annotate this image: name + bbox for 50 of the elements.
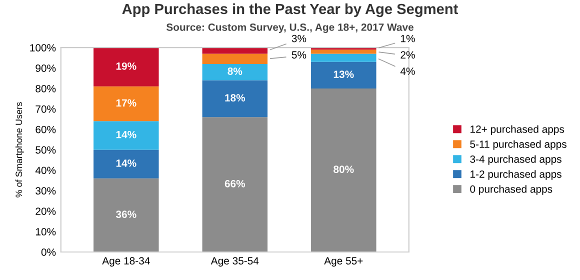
chart-subtitle: Source: Custom Survey, U.S., Age 18+, 2017 Wave (166, 24, 414, 34)
x-tick-label: Age 18-34 (102, 257, 150, 267)
bar (202, 64, 268, 80)
chart-title: App Purchases in the Past Year by Age Segment (122, 3, 458, 18)
bar (94, 48, 159, 86)
y-tick-label: 30% (36, 187, 56, 195)
x-tick-label: Age 55+ (324, 257, 363, 267)
data-label: 13% (334, 70, 354, 78)
data-label: 66% (224, 180, 246, 188)
data-label: 3% (292, 34, 306, 42)
bar (311, 88, 376, 252)
legend-label: 1-2 purchased apps (470, 170, 562, 180)
x-tick-label: Age 35-54 (210, 257, 259, 267)
bar (202, 54, 268, 64)
bar (94, 86, 159, 122)
legend-label: 12+ purchased apps (470, 125, 564, 135)
y-tick-label: 90% (36, 64, 56, 72)
bar (94, 121, 159, 150)
data-label: 2% (400, 51, 415, 59)
data-label: 8% (228, 68, 242, 75)
data-label: 17% (116, 99, 136, 107)
y-tick-label: 70% (36, 105, 56, 113)
data-label: 18% (225, 94, 246, 102)
y-axis-title: % of Smartphone Users (15, 102, 24, 198)
data-label: 5% (292, 51, 306, 59)
data-label: 80% (334, 166, 354, 174)
data-label: 14% (116, 130, 136, 138)
bar (202, 117, 268, 252)
y-tick-label: 0% (41, 248, 56, 256)
bar (311, 54, 376, 62)
y-tick-label: 50% (36, 146, 56, 154)
bar (94, 178, 159, 252)
y-tick-label: 60% (36, 126, 56, 134)
legend-label: 0 purchased apps (470, 185, 552, 195)
legend-label: 3-4 purchased apps (470, 155, 562, 165)
data-label: 14% (116, 160, 136, 167)
bar (311, 62, 376, 88)
legend-label: 5-11 purchased apps (470, 140, 566, 150)
data-label: 36% (116, 210, 136, 218)
data-label: 19% (116, 62, 136, 70)
data-label: 4% (400, 68, 415, 75)
bar (94, 150, 159, 178)
bar (311, 50, 376, 54)
y-tick-label: 100% (30, 44, 56, 52)
y-tick-label: 20% (36, 208, 56, 215)
y-tick-label: 80% (36, 84, 56, 92)
y-tick-label: 40% (35, 166, 56, 174)
bar (202, 80, 268, 118)
data-label: 1% (400, 34, 415, 42)
y-tick-label: 10% (36, 228, 56, 236)
